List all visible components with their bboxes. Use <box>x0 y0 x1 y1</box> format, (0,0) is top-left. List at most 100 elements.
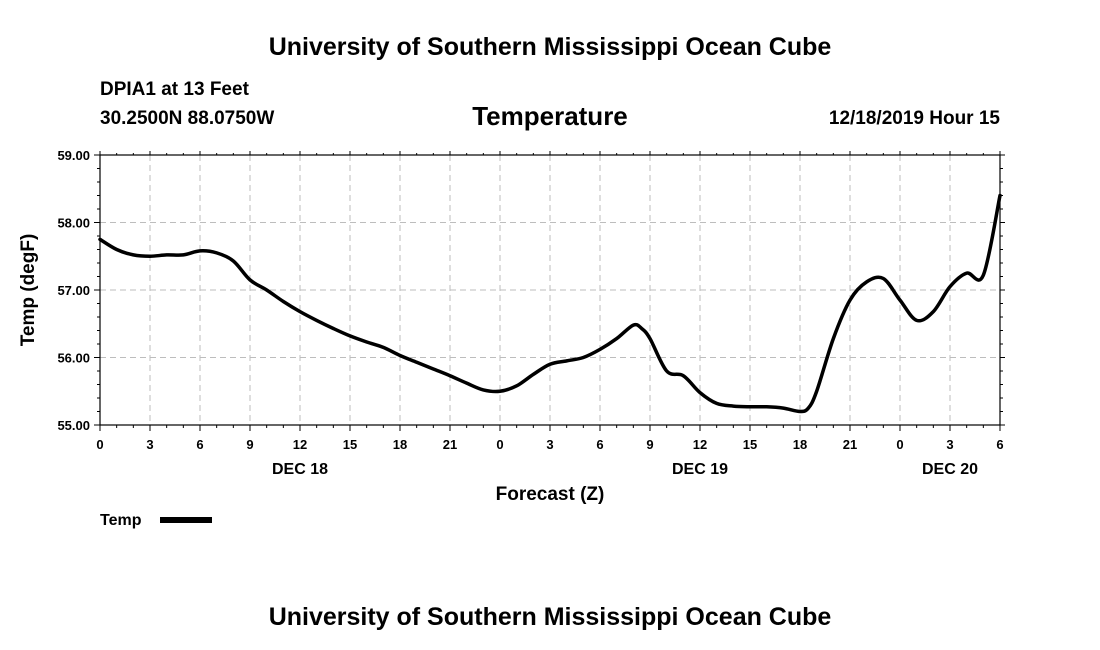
day-label: DEC 20 <box>922 461 978 478</box>
x-tick-label: 6 <box>996 437 1003 452</box>
footer-title: University of Southern Mississippi Ocean… <box>269 603 832 631</box>
x-axis-label: Forecast (Z) <box>496 484 605 505</box>
data-point <box>915 319 918 322</box>
data-point <box>132 253 135 256</box>
day-label: DEC 18 <box>272 461 328 478</box>
x-tick-label: 21 <box>443 437 457 452</box>
data-point <box>832 337 835 340</box>
data-point <box>115 248 118 251</box>
data-point <box>665 370 668 373</box>
data-point <box>382 346 385 349</box>
data-point <box>515 384 518 387</box>
data-point <box>715 402 718 405</box>
x-tick-label: 9 <box>646 437 653 452</box>
x-axis-ticks: 0 3 6 9 12 15 18 21 0 3 6 9 12 15 18 21 0 3 6 <box>96 151 1004 452</box>
variable-title: Temperature <box>472 101 628 131</box>
x-tick-label: 15 <box>343 437 357 452</box>
legend: Temp <box>100 512 212 529</box>
data-point <box>465 382 468 385</box>
chart-title: University of Southern Mississippi Ocean… <box>269 33 832 61</box>
x-tick-label: 0 <box>496 437 503 452</box>
data-point <box>365 340 368 343</box>
data-point <box>865 280 868 283</box>
data-point <box>332 327 335 330</box>
data-point <box>582 356 585 359</box>
data-point <box>799 410 802 413</box>
data-point <box>315 319 318 322</box>
data-point <box>765 405 768 408</box>
data-point <box>982 274 985 277</box>
data-point <box>782 407 785 410</box>
data-point <box>99 238 102 241</box>
x-tick-label: 6 <box>196 437 203 452</box>
y-tick-label: 58.00 <box>57 216 90 231</box>
data-point <box>949 285 952 288</box>
data-point <box>165 253 168 256</box>
y-tick-label: 59.00 <box>57 148 90 163</box>
data-point <box>149 255 152 258</box>
data-point <box>849 299 852 302</box>
issued-time: 12/18/2019 Hour 15 <box>829 108 1001 129</box>
y-tick-label: 55.00 <box>57 418 90 433</box>
x-tick-label: 21 <box>843 437 857 452</box>
data-point <box>732 405 735 408</box>
data-point <box>349 334 352 337</box>
day-label: DEC 19 <box>672 461 728 478</box>
series-line-temp <box>98 193 1002 414</box>
gridlines <box>100 155 1000 425</box>
x-tick-label: 3 <box>946 437 953 452</box>
data-point <box>807 407 810 410</box>
x-tick-label: 0 <box>96 437 103 452</box>
y-tick-label: 56.00 <box>57 351 90 366</box>
y-axis-label: Temp (degF) <box>18 234 39 347</box>
data-point <box>282 300 285 303</box>
x-tick-label: 3 <box>146 437 153 452</box>
plot-area: 0 3 6 9 12 15 18 21 0 3 6 9 12 15 18 21 0 3 6 55.00 56.00 57… <box>57 148 1005 478</box>
station-label: DPIA1 at 13 Feet <box>100 79 250 100</box>
y-tick-label: 57.00 <box>57 283 90 298</box>
data-point <box>549 363 552 366</box>
data-point <box>232 259 235 262</box>
data-point <box>815 390 818 393</box>
data-point <box>399 354 402 357</box>
data-point <box>932 310 935 313</box>
data-point <box>640 327 643 330</box>
x-tick-label: 15 <box>743 437 757 452</box>
data-point <box>599 348 602 351</box>
data-point <box>882 277 885 280</box>
data-point <box>565 359 568 362</box>
data-point <box>615 337 618 340</box>
data-point <box>249 278 252 281</box>
data-point <box>182 253 185 256</box>
data-point <box>299 310 302 313</box>
data-point <box>899 299 902 302</box>
data-point <box>199 249 202 252</box>
data-point <box>265 289 268 292</box>
x-tick-label: 9 <box>246 437 253 452</box>
data-point <box>482 388 485 391</box>
data-point <box>215 251 218 254</box>
x-tick-label: 12 <box>693 437 707 452</box>
data-point <box>749 405 752 408</box>
x-tick-label: 0 <box>896 437 903 452</box>
location-label: 30.2500N 88.0750W <box>100 108 274 129</box>
data-point <box>682 374 685 377</box>
data-point <box>699 391 702 394</box>
data-point <box>449 374 452 377</box>
x-tick-label: 12 <box>293 437 307 452</box>
data-point <box>965 272 968 275</box>
x-tick-label: 18 <box>793 437 807 452</box>
x-tick-label: 3 <box>546 437 553 452</box>
data-point <box>532 373 535 376</box>
data-point <box>499 390 502 393</box>
legend-label: Temp <box>100 512 142 529</box>
data-point <box>999 194 1002 197</box>
day-labels: DEC 18 DEC 19 DEC 20 <box>272 461 978 478</box>
data-point <box>432 367 435 370</box>
x-tick-label: 6 <box>596 437 603 452</box>
data-point <box>649 337 652 340</box>
x-tick-label: 18 <box>393 437 407 452</box>
y-axis-ticks: 55.00 56.00 57.00 58.00 59.00 <box>57 148 1005 433</box>
data-point <box>632 324 635 327</box>
